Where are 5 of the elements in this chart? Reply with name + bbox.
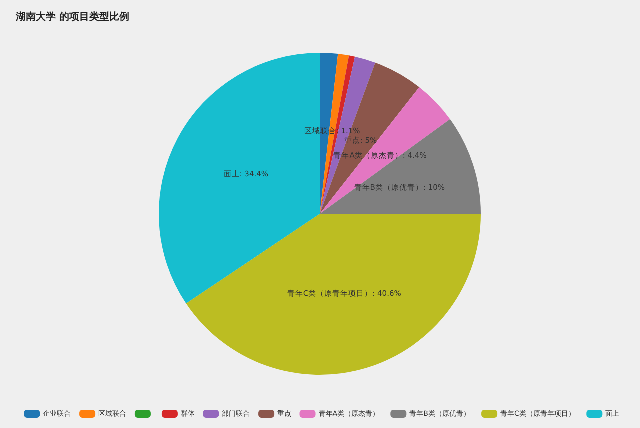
pie-slice (320, 119, 481, 214)
pie-slice (186, 214, 481, 375)
chart-title: 湖南大学 的项目类型比例 (15, 11, 130, 23)
pie-slice (159, 53, 320, 304)
pie-slice (320, 87, 450, 214)
